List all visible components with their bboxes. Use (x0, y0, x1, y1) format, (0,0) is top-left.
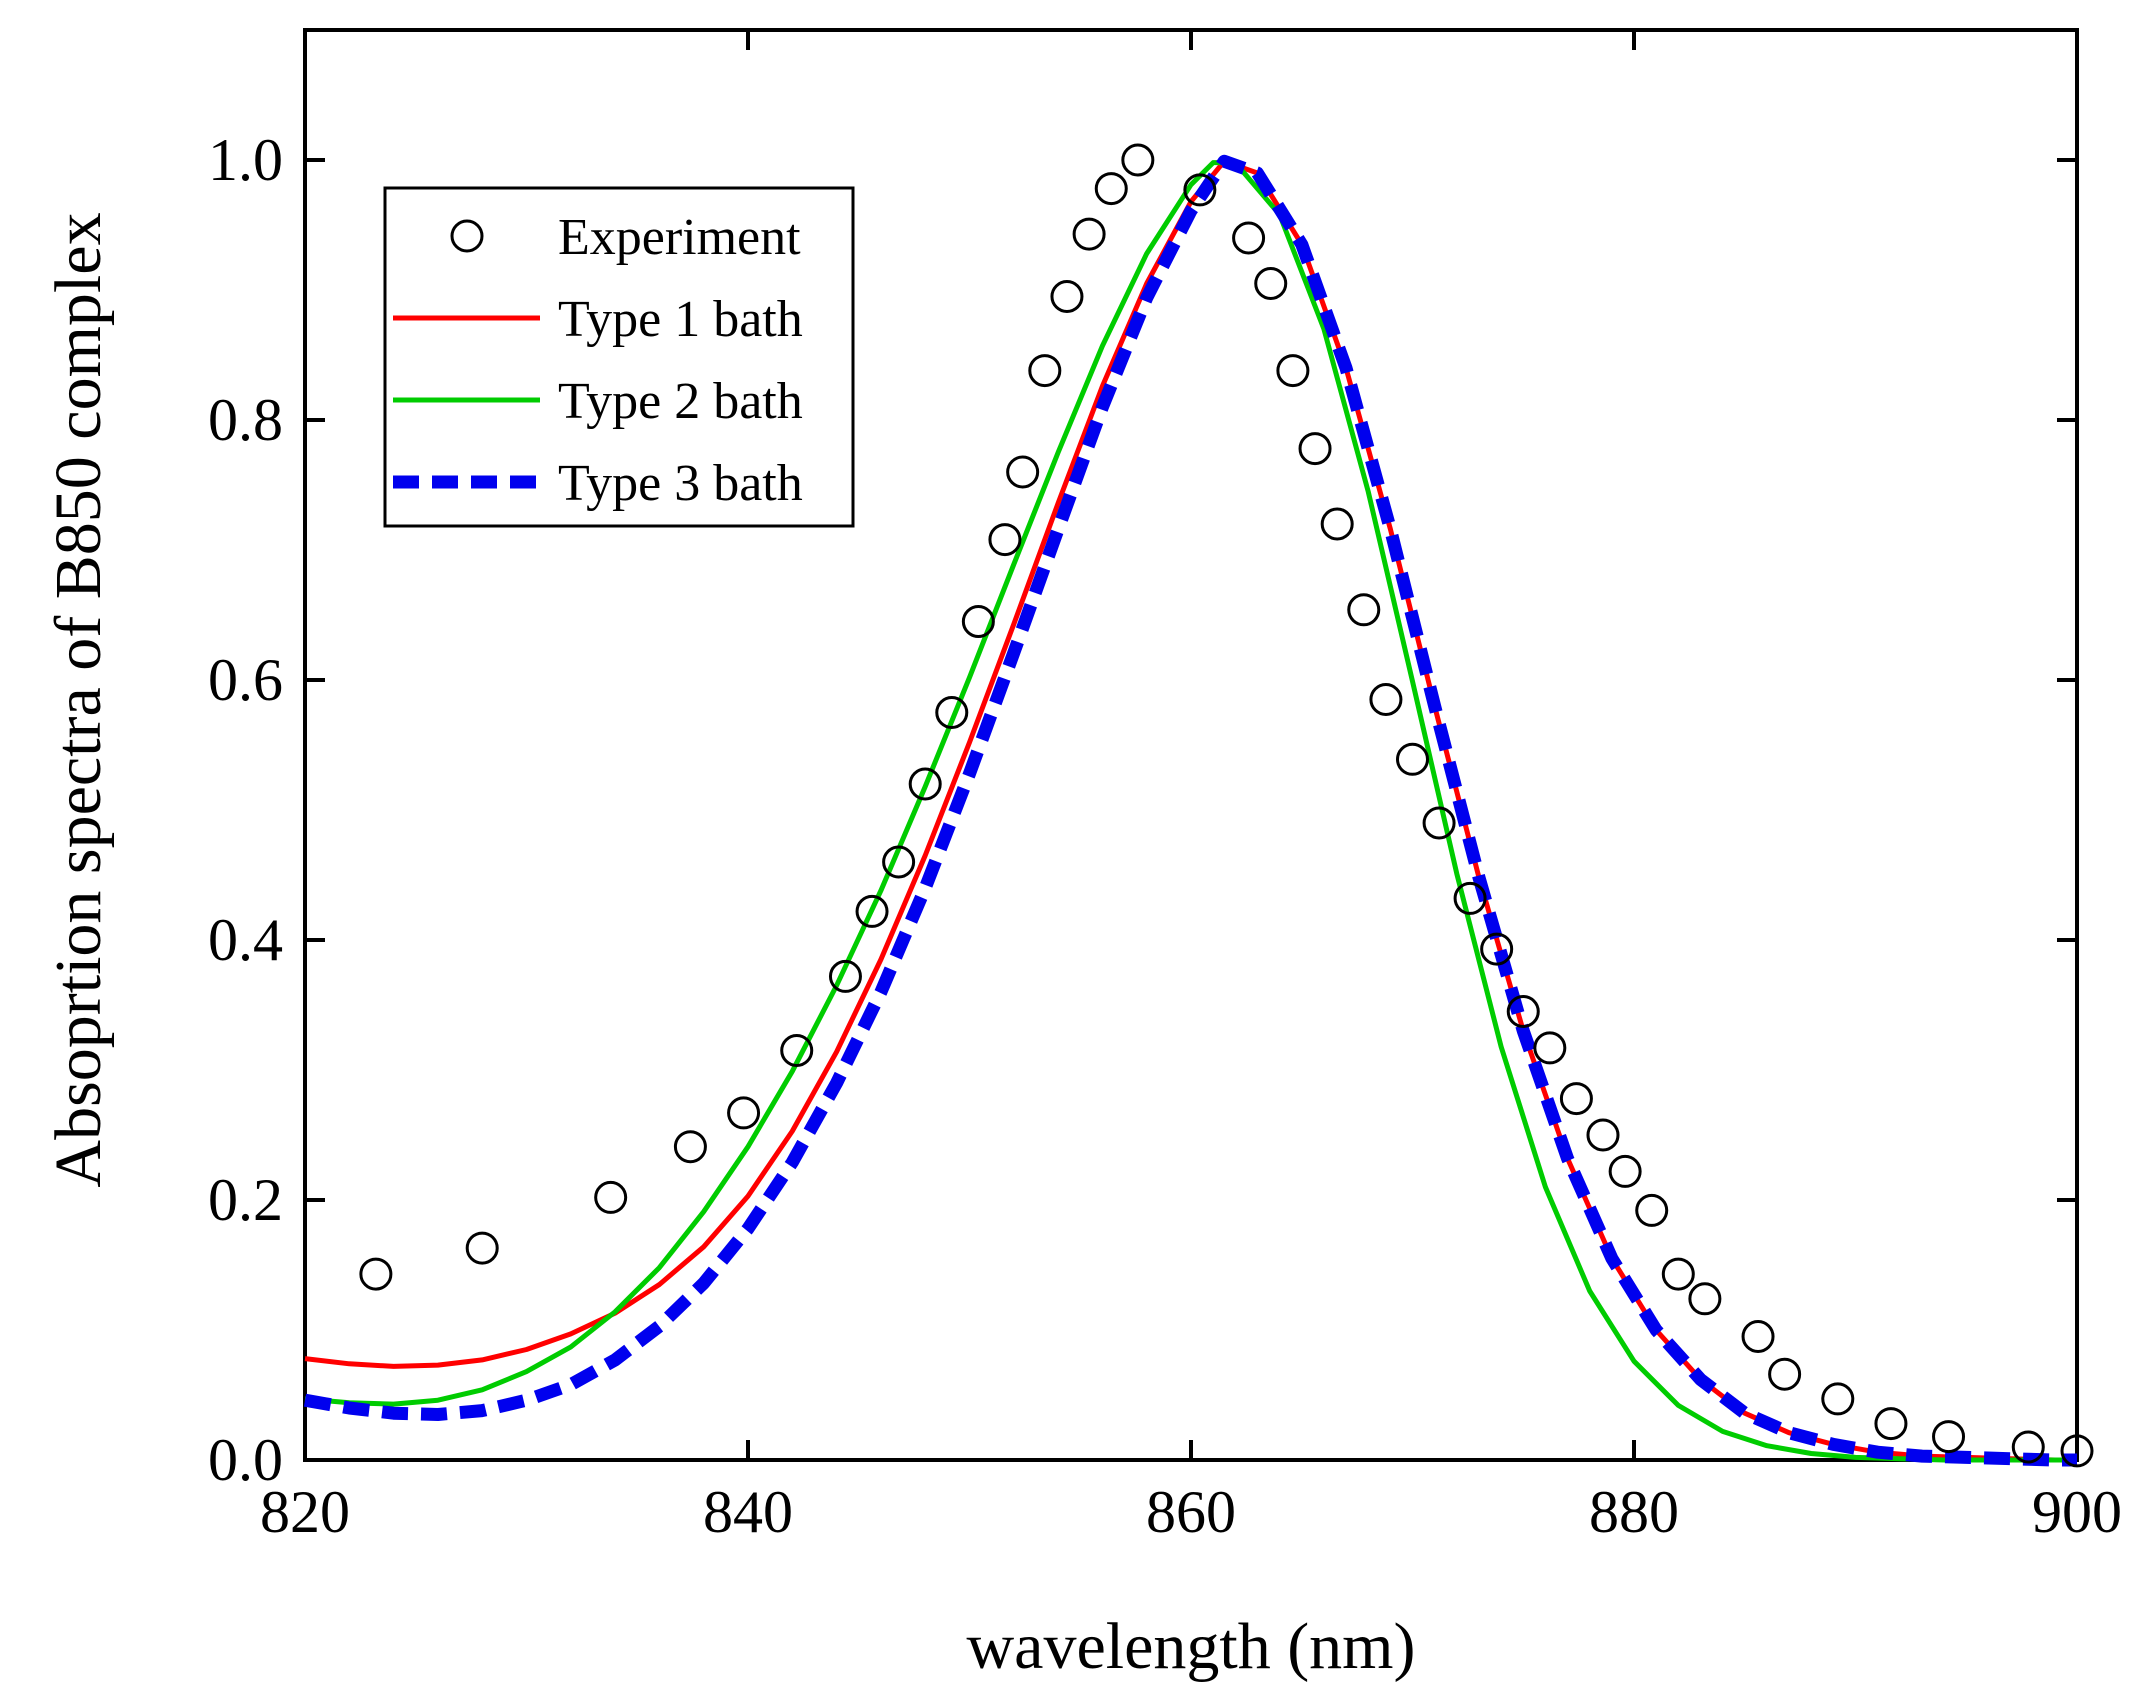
y-tick-label: 1.0 (208, 127, 283, 193)
legend-label: Type 1 bath (558, 291, 803, 348)
series-experiment (359, 143, 2094, 1468)
x-axis-title: wavelength (nm) (966, 1610, 1415, 1683)
experiment-point (1608, 1154, 1642, 1188)
x-tick-label: 900 (2032, 1479, 2122, 1545)
y-tick-label: 0.8 (208, 387, 283, 453)
experiment-point (465, 1231, 499, 1265)
experiment-point (1298, 432, 1332, 466)
y-tick-label: 0.6 (208, 647, 283, 713)
experiment-point (359, 1257, 393, 1291)
experiment-point (1254, 267, 1288, 300)
experiment-point (1661, 1257, 1695, 1291)
y-tick-label: 0.0 (208, 1427, 283, 1493)
experiment-point (780, 1034, 814, 1067)
experiment-point (1874, 1407, 1908, 1441)
experiment-point (1480, 932, 1514, 966)
experiment-point (1741, 1320, 1775, 1353)
experiment-point (594, 1180, 628, 1214)
experiment-point (1028, 354, 1062, 388)
experiment-point (1347, 593, 1381, 627)
y-tick-label: 0.4 (208, 907, 283, 973)
x-tick-label: 860 (1146, 1479, 1236, 1545)
experiment-point (1932, 1420, 1966, 1454)
legend-marker (450, 219, 484, 253)
experiment-point (855, 894, 889, 928)
experiment-point (1559, 1082, 1593, 1116)
experiment-point (2060, 1434, 2094, 1468)
experiment-point (1094, 172, 1128, 206)
experiment-point (1121, 143, 1155, 177)
legend-label: Experiment (558, 209, 801, 266)
experiment-point (961, 605, 995, 638)
legend-label: Type 3 bath (558, 455, 803, 512)
experiment-point (1453, 881, 1487, 915)
experiment-point (935, 696, 969, 729)
x-tick-label: 820 (260, 1479, 350, 1545)
experiment-point (1533, 1031, 1567, 1065)
x-tick-label: 840 (703, 1479, 793, 1545)
experiment-point (1768, 1357, 1802, 1391)
legend-label: Type 2 bath (558, 373, 803, 430)
experiment-point (1422, 806, 1456, 840)
series-layer (303, 143, 2094, 1468)
axis-ticks: 820 840 860 880 900 0.0 0.2 0.4 0.6 0.8 1.0 (208, 30, 2122, 1545)
experiment-point (1506, 995, 1540, 1028)
experiment-point (1276, 354, 1310, 388)
y-tick-label: 0.2 (208, 1167, 283, 1233)
legend: Experiment Type 1 bath Type 2 bath Type 3 b… (383, 186, 855, 528)
experiment-point (988, 523, 1022, 557)
experiment-point (1006, 455, 1040, 489)
experiment-point (2011, 1430, 2045, 1464)
experiment-point (727, 1096, 761, 1130)
experiment-point (1050, 280, 1084, 313)
experiment-point (673, 1130, 707, 1164)
experiment-point (1072, 217, 1106, 251)
experiment-point (1688, 1282, 1722, 1316)
legend-box (383, 186, 855, 528)
experiment-point (1320, 507, 1354, 541)
experiment-point (908, 767, 942, 801)
experiment-point (1183, 173, 1217, 207)
experiment-point (828, 959, 862, 993)
series-line-type-3-bath (303, 154, 2077, 1467)
y-axis-title: Absoprtion spectra of B850 complex (42, 212, 115, 1187)
experiment-point (1821, 1382, 1855, 1416)
x-tick-label: 880 (1589, 1479, 1679, 1545)
experiment-point (1232, 221, 1266, 255)
experiment-point (1396, 742, 1429, 776)
experiment-point (1369, 683, 1403, 716)
experiment-point (1586, 1118, 1620, 1152)
experiment-point (882, 845, 916, 879)
experiment-point (1635, 1193, 1669, 1227)
